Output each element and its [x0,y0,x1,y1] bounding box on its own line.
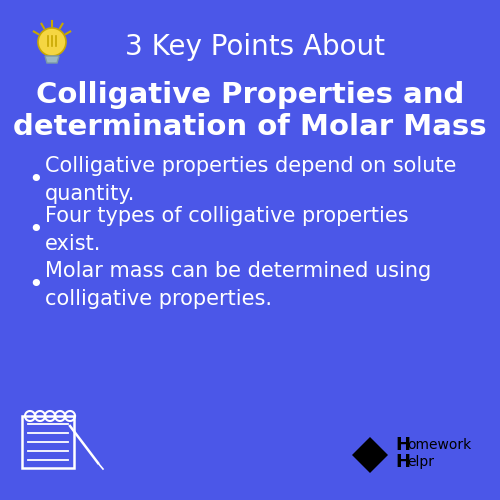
Circle shape [38,28,66,56]
Text: Molar mass can be determined using
colligative properties.: Molar mass can be determined using colli… [45,262,431,308]
Text: H: H [395,453,410,471]
Text: H: H [395,436,410,454]
Text: Colligative properties depend on solute
quantity.: Colligative properties depend on solute … [45,156,457,204]
Polygon shape [352,437,388,473]
Text: Colligative Properties and: Colligative Properties and [36,81,464,109]
Text: elpr: elpr [407,455,434,469]
Text: •: • [28,168,43,192]
Text: 3 Key Points About: 3 Key Points About [125,33,385,61]
Text: omework: omework [407,438,471,452]
Text: •: • [28,218,43,242]
Text: •: • [28,273,43,297]
Polygon shape [45,56,59,63]
Text: Four types of colligative properties
exist.: Four types of colligative properties exi… [45,206,408,254]
Bar [22,416,74,468]
Text: determination of Molar Mass: determination of Molar Mass [13,113,487,141]
